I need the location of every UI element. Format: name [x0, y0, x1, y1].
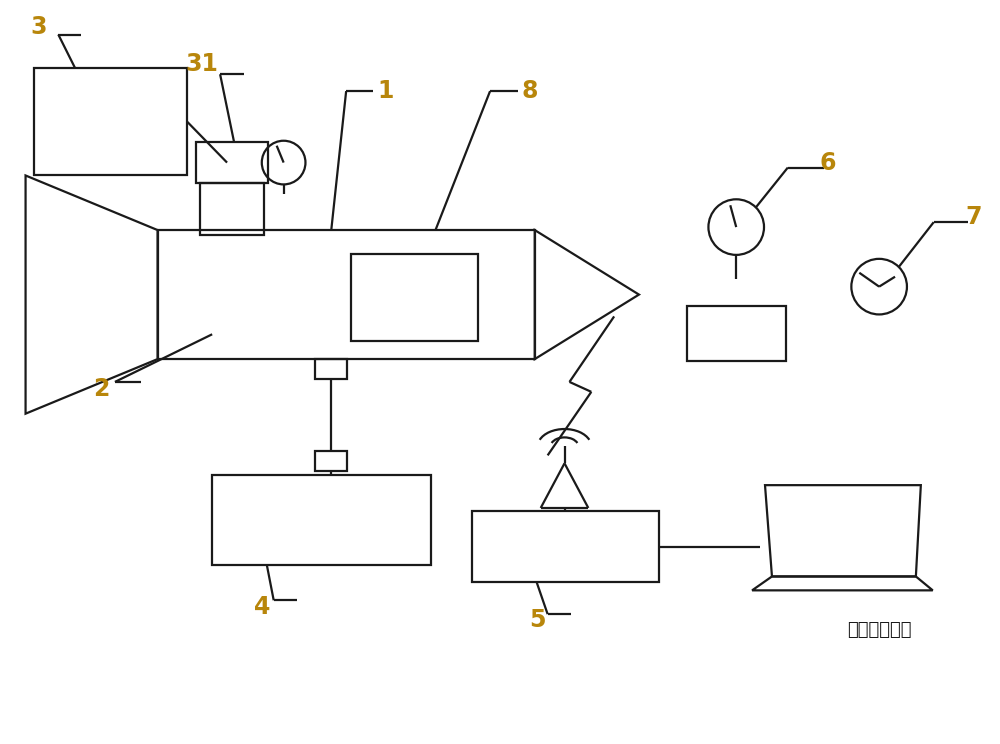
Text: 4: 4: [254, 595, 270, 619]
Text: 1: 1: [378, 79, 394, 103]
Text: 31: 31: [186, 52, 219, 77]
Text: 5: 5: [529, 608, 546, 632]
Text: 压力数据解析: 压力数据解析: [847, 621, 911, 639]
Text: 8: 8: [522, 79, 538, 103]
Text: 3: 3: [30, 15, 47, 39]
Text: 7: 7: [965, 205, 982, 229]
Text: 2: 2: [93, 377, 109, 401]
Text: 6: 6: [819, 150, 836, 175]
